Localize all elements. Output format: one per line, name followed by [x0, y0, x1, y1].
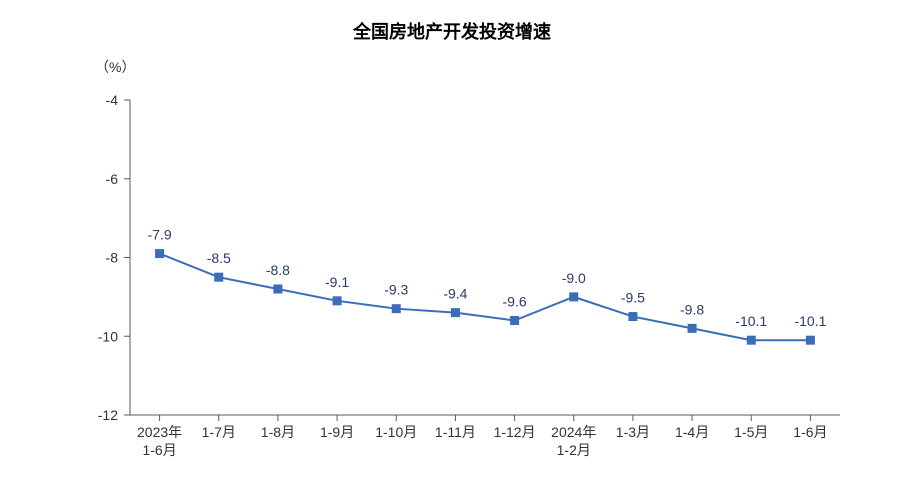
line-chart-svg: （%） -4 -6 -8 -10 -12 2023年 1-6月 1-7月 1-8月 1-9月 1-10…: [0, 0, 904, 500]
y-unit-label: （%）: [95, 59, 135, 75]
x-tick-label: 2024年: [551, 424, 596, 440]
data-point: [451, 309, 459, 317]
x-tick-label: 1-3月: [616, 424, 650, 440]
data-point: [806, 336, 814, 344]
data-point: [274, 285, 282, 293]
series-line: [160, 254, 811, 341]
x-tick-label: 1-7月: [202, 424, 236, 440]
y-tick-label: -6: [106, 171, 119, 187]
chart-container: 全国房地产开发投资增速 （%） -4 -6 -8 -10 -12 2023年 1-6月 1-7月…: [0, 0, 904, 500]
data-point: [215, 273, 223, 281]
data-point: [688, 324, 696, 332]
data-label: -9.1: [325, 274, 349, 290]
x-tick-label: 1-11月: [435, 424, 476, 440]
data-point: [747, 336, 755, 344]
data-point: [156, 250, 164, 258]
x-tick-label: 1-9月: [320, 424, 354, 440]
data-point: [570, 293, 578, 301]
data-label: -9.8: [680, 301, 704, 317]
chart-title: 全国房地产开发投资增速: [0, 18, 904, 44]
data-label: -9.5: [621, 290, 645, 306]
y-tick-label: -8: [106, 250, 119, 266]
y-tick-label: -4: [106, 92, 119, 108]
x-tick-label: 1-8月: [261, 424, 295, 440]
x-tick-label: 1-10月: [375, 424, 417, 440]
x-tick-label: 1-6月: [142, 442, 176, 458]
data-label: -9.4: [443, 286, 467, 302]
x-tick-label: 1-5月: [734, 424, 768, 440]
data-point: [333, 297, 341, 305]
data-point: [629, 313, 637, 321]
data-label: -10.1: [794, 313, 826, 329]
y-tick-label: -12: [98, 407, 118, 423]
x-tick-label: 1-4月: [675, 424, 709, 440]
y-tick-label: -10: [98, 328, 118, 344]
data-label: -9.6: [503, 294, 527, 310]
x-tick-label: 2023年: [137, 424, 182, 440]
x-tick-label: 1-6月: [793, 424, 827, 440]
data-label: -9.3: [384, 282, 408, 298]
data-label: -10.1: [735, 313, 767, 329]
data-label: -9.0: [562, 270, 586, 286]
x-tick-label: 1-2月: [557, 442, 591, 458]
x-tick-label: 1-12月: [494, 424, 536, 440]
data-label: -8.8: [266, 262, 290, 278]
data-point: [392, 305, 400, 313]
data-label: -8.5: [207, 250, 231, 266]
data-label: -7.9: [148, 227, 172, 243]
data-point: [511, 317, 519, 325]
